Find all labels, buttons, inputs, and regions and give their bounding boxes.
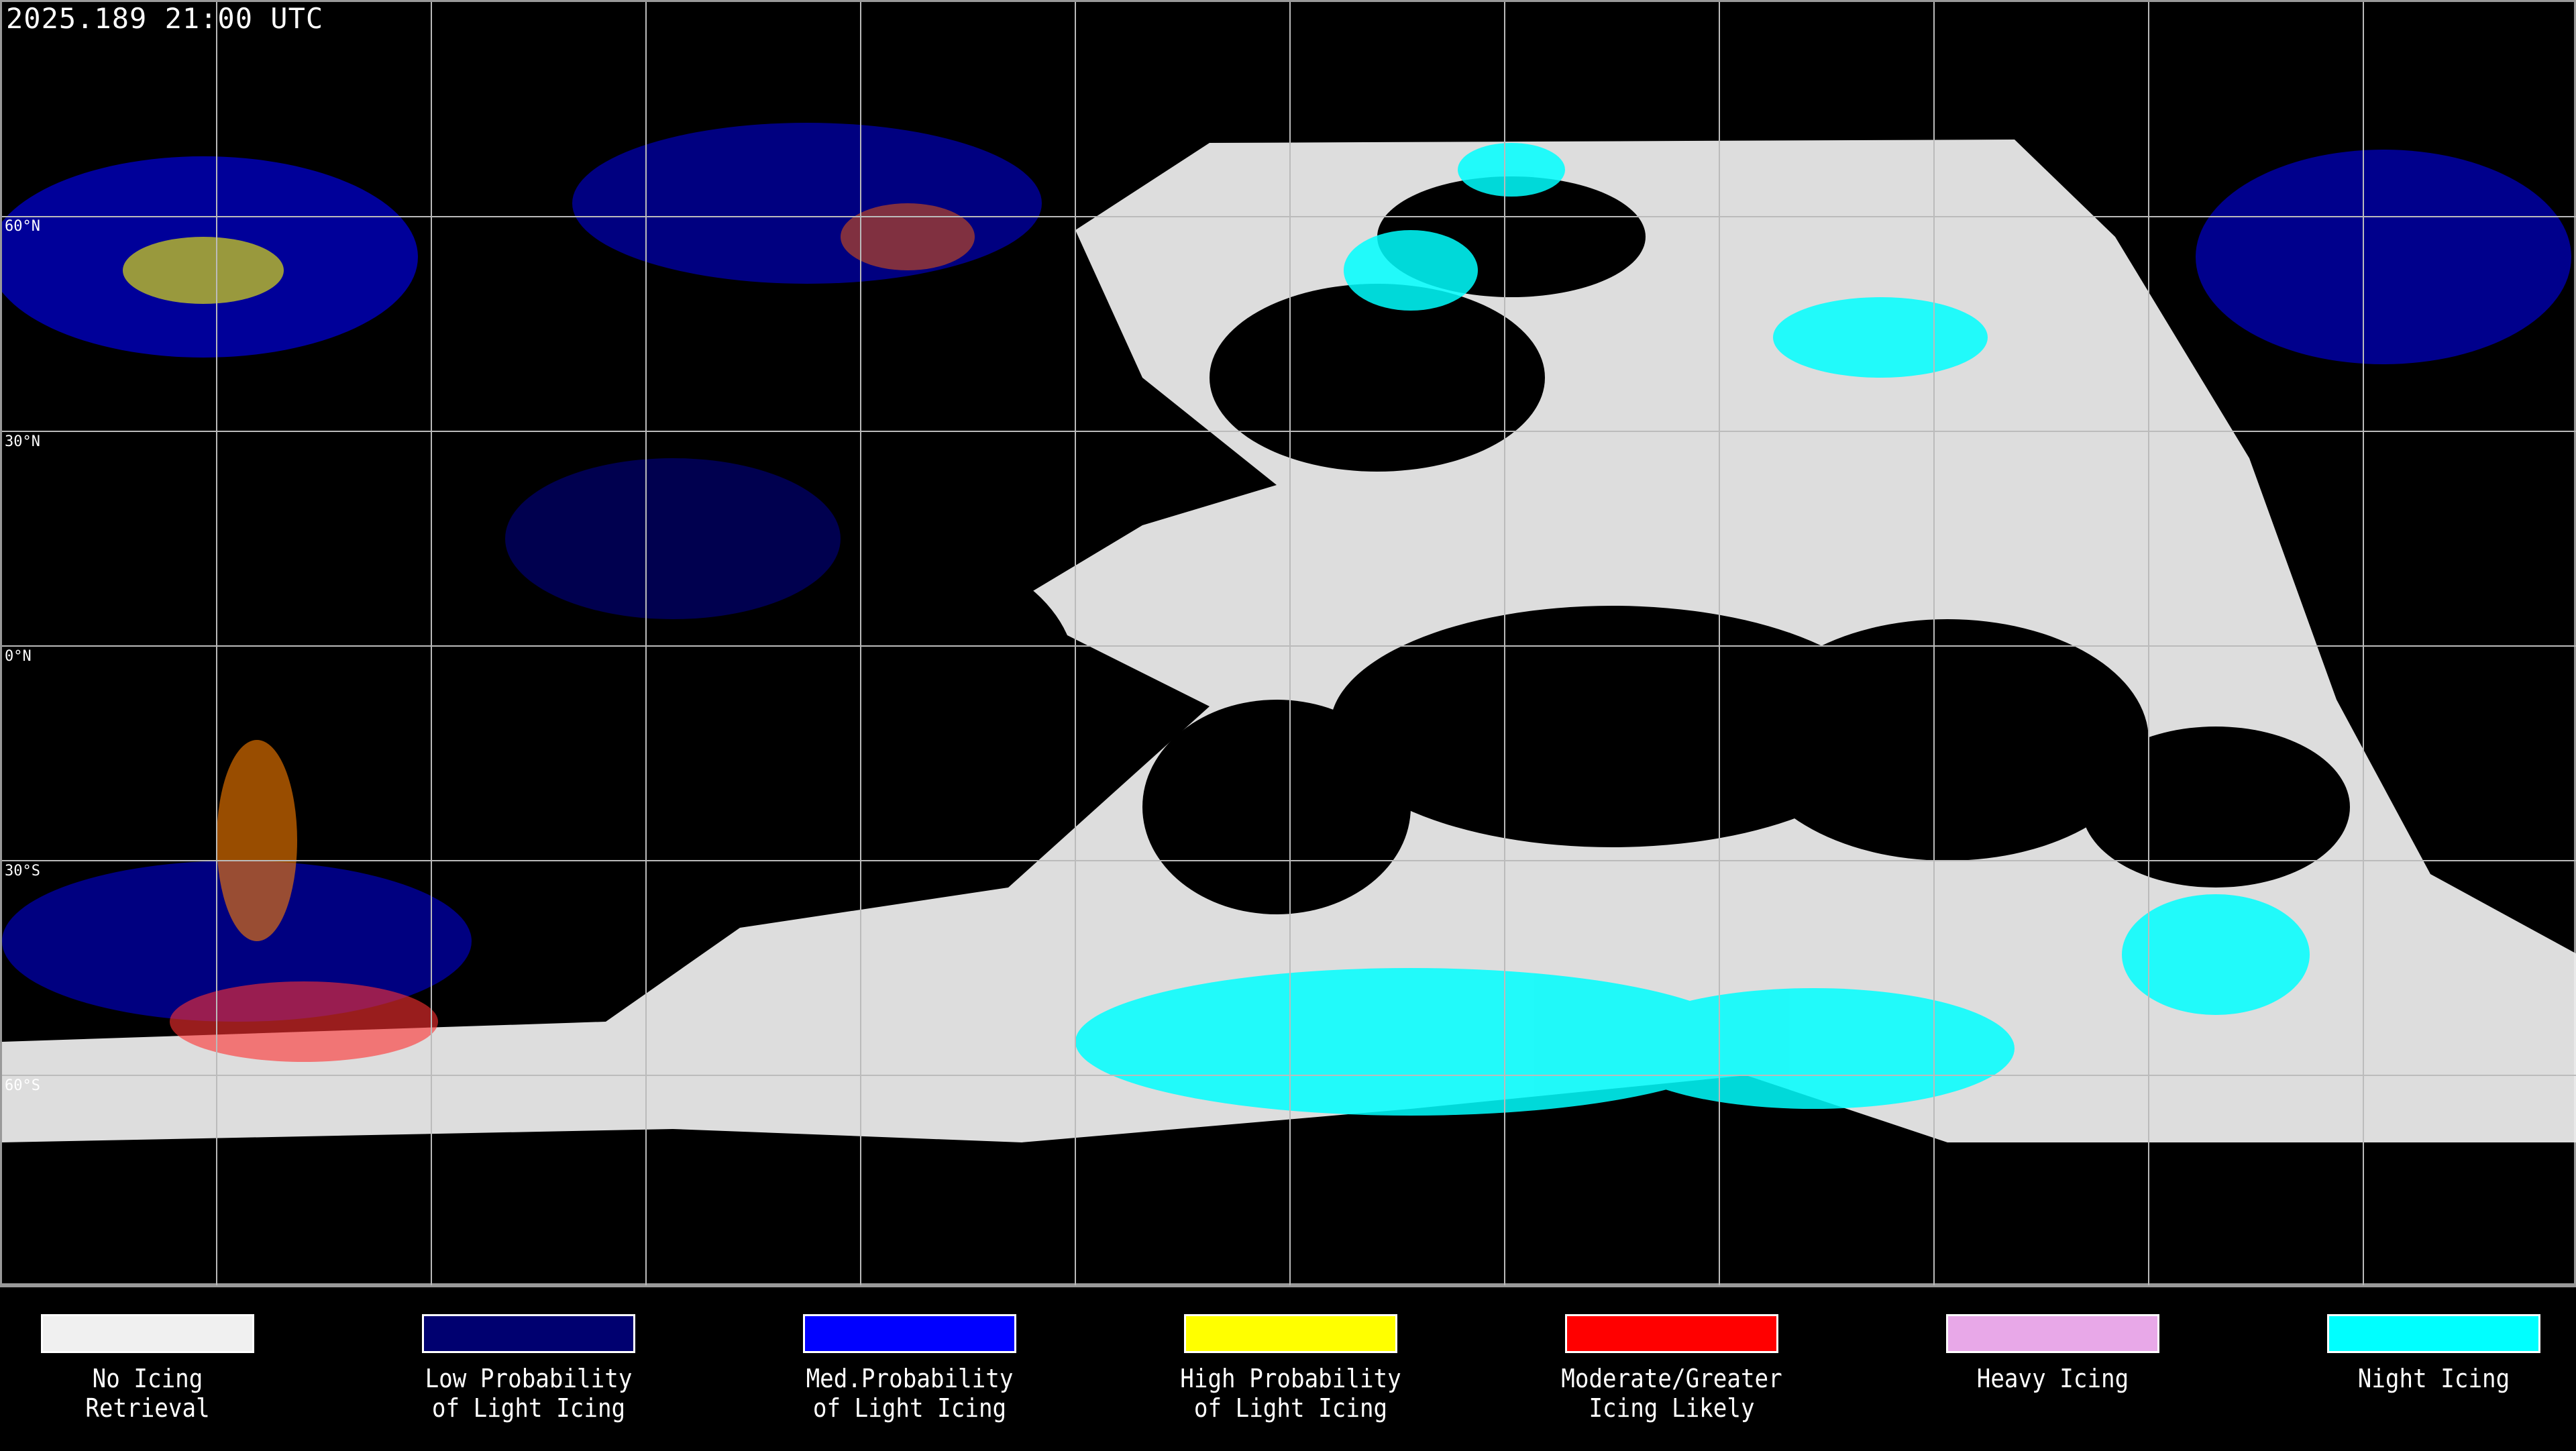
lat-lon-grid bbox=[2, 2, 2576, 1287]
legend-item-med-probability: Med.Probability of Light Icing bbox=[755, 1314, 1064, 1423]
lat-label-0n: 0°N bbox=[5, 648, 32, 665]
lat-label-60s: 60°S bbox=[5, 1077, 40, 1094]
legend-item-high-probability: High Probability of Light Icing bbox=[1136, 1314, 1445, 1423]
lat-label-60n: 60°N bbox=[5, 218, 40, 235]
legend-label: High Probability of Light Icing bbox=[1180, 1364, 1401, 1423]
legend-item-night-icing: Night Icing bbox=[2279, 1314, 2576, 1393]
timestamp: 2025.189 21:00 UTC bbox=[6, 2, 324, 35]
legend-label: Night Icing bbox=[2357, 1364, 2510, 1393]
legend-item-moderate-greater: Moderate/Greater Icing Likely bbox=[1517, 1314, 1826, 1423]
legend-label: No Icing Retrieval bbox=[85, 1364, 210, 1423]
icing-map: 2025.189 21:00 UTC 60°N 30°N 0°N 30°S 60… bbox=[0, 0, 2576, 1287]
legend: No Icing Retrieval Low Probability of Li… bbox=[0, 1285, 2576, 1451]
legend-swatch bbox=[1565, 1314, 1778, 1353]
legend-label: Heavy Icing bbox=[1976, 1364, 2129, 1393]
lat-label-30n: 30°N bbox=[5, 433, 40, 450]
map-canvas bbox=[2, 2, 2576, 1287]
legend-swatch bbox=[41, 1314, 254, 1353]
legend-swatch bbox=[803, 1314, 1016, 1353]
black-clear-gaps bbox=[673, 176, 2350, 914]
legend-item-low-probability: Low Probability of Light Icing bbox=[374, 1314, 683, 1423]
legend-swatch bbox=[422, 1314, 635, 1353]
legend-label: Low Probability of Light Icing bbox=[425, 1364, 633, 1423]
legend-label: Moderate/Greater Icing Likely bbox=[1561, 1364, 1782, 1423]
legend-swatch bbox=[1946, 1314, 2159, 1353]
legend-swatch bbox=[2327, 1314, 2540, 1353]
no-icing-area bbox=[2, 140, 2576, 1142]
lat-label-30s: 30°S bbox=[5, 863, 40, 879]
daytime-icing-areas bbox=[2, 123, 2571, 1062]
legend-label: Med.Probability of Light Icing bbox=[806, 1364, 1014, 1423]
legend-item-no-icing: No Icing Retrieval bbox=[0, 1314, 302, 1423]
legend-item-heavy-icing: Heavy Icing bbox=[1898, 1314, 2207, 1393]
legend-swatch bbox=[1184, 1314, 1397, 1353]
